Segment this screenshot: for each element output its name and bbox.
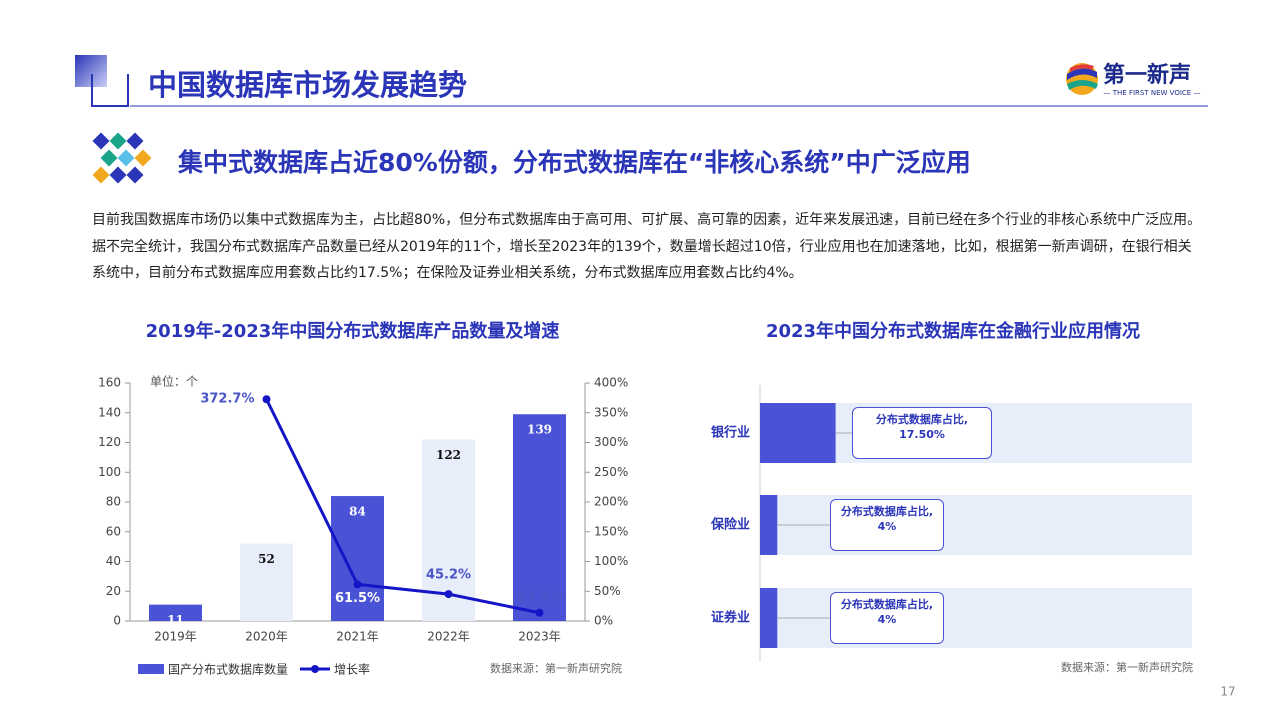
subtitle: 集中式数据库占近80%份额，分布式数据库在“非核心系统”中广泛应用 <box>177 148 971 177</box>
y2-tick-label: 350% <box>594 405 628 419</box>
bar-value-label: 52 <box>258 552 275 566</box>
header-bracket <box>91 74 129 107</box>
y2-tick-label: 250% <box>594 465 628 479</box>
bar <box>760 588 778 648</box>
subtitle-icon <box>92 132 152 184</box>
page-title: 中国数据库市场发展趋势 <box>148 68 467 102</box>
y2-tick-label: 150% <box>594 524 628 538</box>
y-tick-label: 40 <box>106 554 121 568</box>
legend-swatch <box>138 664 164 674</box>
growth-label: 61.5% <box>335 591 380 606</box>
category-label: 保险业 <box>710 517 750 533</box>
body-paragraph: 目前我国数据库市场仍以集中式数据库为主，占比超80%，但分布式数据库由于高可用、… <box>92 212 1202 281</box>
chart-title: 2023年中国分布式数据库在金融行业应用情况 <box>766 320 1140 342</box>
growth-line <box>265 398 540 615</box>
x-tick-label: 2021年 <box>336 630 379 644</box>
y-tick-label: 120 <box>98 435 121 449</box>
x-tick-label: 2023年 <box>518 630 561 644</box>
page-number: 17 <box>1220 685 1235 699</box>
x-tick-label: 2022年 <box>427 630 470 644</box>
callout-label: 分布式数据库占比, 4% <box>830 499 944 551</box>
y-tick-label: 160 <box>98 376 121 390</box>
growth-point <box>353 580 362 589</box>
y-tick-label: 60 <box>106 524 121 538</box>
bar <box>240 543 293 621</box>
growth-point <box>444 590 453 599</box>
bar-value-label: 139 <box>527 423 552 437</box>
y-tick-label: 80 <box>106 495 121 509</box>
y-tick-label: 100 <box>98 465 121 479</box>
y2-tick-label: 300% <box>594 435 628 449</box>
source-note: 数据来源：第一新声研究院 <box>1061 660 1193 674</box>
growth-point <box>535 608 544 617</box>
y2-tick-label: 0% <box>594 614 613 628</box>
category-label: 银行业 <box>711 425 750 441</box>
category-label: 证券业 <box>711 610 750 626</box>
y2-tick-label: 100% <box>594 554 628 568</box>
y-tick-label: 140 <box>98 405 121 419</box>
legend-swatch <box>311 665 319 673</box>
bar-value-label: 122 <box>436 448 461 462</box>
legend-label: 增长率 <box>334 662 370 677</box>
x-tick-label: 2019年 <box>154 630 197 644</box>
growth-label: 372.7% <box>200 392 254 407</box>
growth-label: 45.2% <box>426 568 471 583</box>
x-tick-label: 2020年 <box>245 630 288 644</box>
legend-label: 国产分布式数据库数量 <box>168 662 288 677</box>
bar <box>513 414 566 621</box>
bar <box>331 496 384 621</box>
unit-label: 单位：个 <box>150 374 198 389</box>
bar <box>760 403 836 463</box>
logo-tagline: — THE FIRST NEW VOICE — <box>1104 89 1201 97</box>
bar <box>760 495 778 555</box>
bar-value-label: 84 <box>349 505 366 519</box>
growth-point <box>262 395 271 404</box>
callout-label: 分布式数据库占比, 17.50% <box>852 407 992 459</box>
bar <box>149 604 202 621</box>
callout-label: 分布式数据库占比, 4% <box>830 592 944 644</box>
source-note: 数据来源：第一新声研究院 <box>490 661 622 675</box>
y-tick-label: 0 <box>113 614 121 628</box>
logo-mark <box>1066 63 1098 95</box>
growth-label: 13.9% <box>517 590 562 605</box>
y2-tick-label: 50% <box>594 584 621 598</box>
bar-value-label: 11 <box>167 613 184 627</box>
y-tick-label: 20 <box>106 584 121 598</box>
y2-tick-label: 400% <box>594 376 628 390</box>
logo-name: 第一新声 <box>1103 62 1191 88</box>
chart-title: 2019年-2023年中国分布式数据库产品数量及增速 <box>146 320 560 342</box>
y2-tick-label: 200% <box>594 495 628 509</box>
